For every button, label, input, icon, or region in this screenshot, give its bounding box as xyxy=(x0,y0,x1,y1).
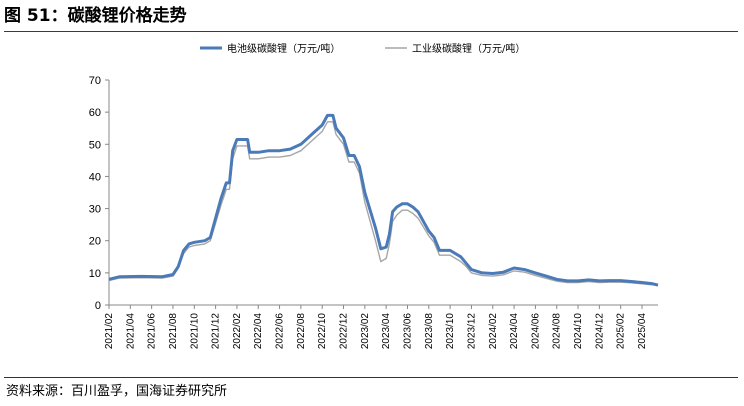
x-tick-label: 2022/02 xyxy=(232,313,243,350)
x-tick-label: 2025/04 xyxy=(637,313,648,350)
x-tick-label: 2023/12 xyxy=(466,313,477,350)
x-tick-label: 2024/10 xyxy=(573,313,584,350)
lithium-carbonate-price-chart: 电池级碳酸锂（万元/吨） 工业级碳酸锂（万元/吨） 0 10 20 30 40 50 60 70… xyxy=(89,42,659,350)
y-tick-label: 70 xyxy=(89,75,101,87)
title-divider xyxy=(4,31,738,32)
x-tick-label: 2023/06 xyxy=(402,313,413,350)
x-tick-label: 2022/10 xyxy=(317,313,328,350)
x-tick-label: 2023/08 xyxy=(424,313,435,350)
y-axis: 0 10 20 30 40 50 60 70 xyxy=(89,75,110,312)
figure-title: 图 51：碳酸锂价格走势 xyxy=(4,6,187,26)
legend-item-battery-grade: 电池级碳酸锂（万元/吨） xyxy=(200,42,340,55)
series-line-battery-grade xyxy=(108,113,659,287)
x-tick-label: 2021/08 xyxy=(168,313,179,350)
x-tick-label: 2021/04 xyxy=(125,313,136,350)
source-divider xyxy=(4,377,738,378)
x-tick-label: 2024/08 xyxy=(552,313,563,350)
x-tick-label: 2023/10 xyxy=(445,313,456,350)
x-tick-label: 2024/04 xyxy=(509,313,520,350)
legend-item-industrial-grade: 工业级碳酸锂（万元/吨） xyxy=(385,42,525,55)
x-tick-label: 2021/12 xyxy=(211,313,222,350)
y-tick-label: 10 xyxy=(89,268,101,280)
legend-label: 工业级碳酸锂（万元/吨） xyxy=(412,42,525,55)
series-line-industrial-grade xyxy=(108,121,659,287)
x-tick-label: 2021/06 xyxy=(147,313,158,350)
series-layer xyxy=(108,113,659,287)
figure-source: 资料来源：百川盈孚，国海证券研究所 xyxy=(6,384,228,399)
y-tick-label: 30 xyxy=(89,204,101,216)
x-tick-label: 2024/12 xyxy=(594,313,605,350)
chart-legend: 电池级碳酸锂（万元/吨） 工业级碳酸锂（万元/吨） xyxy=(200,42,525,55)
x-tick-label: 2023/04 xyxy=(381,313,392,350)
x-tick-label: 2022/12 xyxy=(339,313,350,350)
x-tick-label: 2024/02 xyxy=(488,313,499,350)
y-tick-label: 0 xyxy=(95,300,101,312)
y-tick-label: 50 xyxy=(89,139,101,151)
legend-label: 电池级碳酸锂（万元/吨） xyxy=(227,42,340,55)
y-tick-label: 60 xyxy=(89,107,101,119)
y-tick-label: 40 xyxy=(89,171,101,183)
x-axis: 2021/02 2021/04 2021/06 2021/08 2021/10 2021/… xyxy=(104,304,658,350)
x-tick-label: 2021/10 xyxy=(189,313,200,350)
x-tick-label: 2021/02 xyxy=(104,313,115,350)
x-tick-label: 2022/04 xyxy=(253,313,264,350)
x-tick-label: 2025/02 xyxy=(616,313,627,350)
x-tick-label: 2022/06 xyxy=(275,313,286,350)
x-tick-label: 2024/06 xyxy=(530,313,541,350)
y-tick-label: 20 xyxy=(89,236,101,248)
x-tick-label: 2022/08 xyxy=(296,313,307,350)
x-tick-label: 2023/02 xyxy=(360,313,371,350)
